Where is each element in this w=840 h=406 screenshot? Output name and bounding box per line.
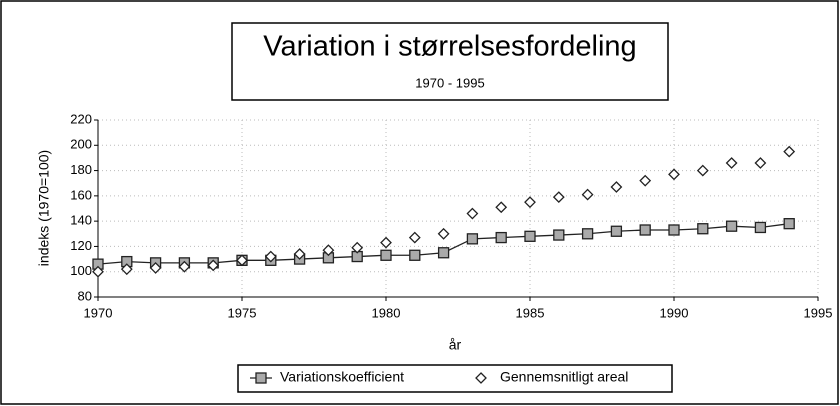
diamond-marker xyxy=(552,191,565,204)
square-marker xyxy=(409,249,421,261)
diamond-marker xyxy=(639,174,652,187)
y-tick-label: 120 xyxy=(70,238,92,253)
diamond-marker xyxy=(149,262,162,274)
diamond-marker xyxy=(437,227,450,240)
diamond-marker xyxy=(524,196,536,209)
square-marker xyxy=(553,229,565,241)
square-marker xyxy=(524,230,536,242)
square-marker xyxy=(495,231,507,244)
diamond-marker xyxy=(408,231,421,244)
square-marker xyxy=(255,372,267,384)
legend-label: Variationskoefficient xyxy=(280,369,404,385)
diamond-marker xyxy=(581,188,594,201)
y-axis-label: indeks (1970=100) xyxy=(36,150,52,266)
diamond-marker xyxy=(322,244,335,257)
square-marker xyxy=(610,225,623,237)
legend-label: Gennemsnitligt areal xyxy=(500,369,628,385)
chart-subtitle: 1970 - 1995 xyxy=(415,75,484,90)
diamond-marker xyxy=(264,250,277,263)
square-marker xyxy=(380,249,392,261)
square-marker xyxy=(466,233,479,245)
x-tick-label: 1995 xyxy=(804,305,833,320)
diamond-marker xyxy=(466,207,479,220)
square-marker xyxy=(697,223,709,235)
diamond-marker xyxy=(696,164,709,177)
diamond-marker xyxy=(92,265,104,278)
x-tick-label: 1975 xyxy=(228,305,257,320)
x-tick-label: 1990 xyxy=(660,305,689,320)
y-tick-label: 100 xyxy=(70,263,92,278)
square-marker xyxy=(725,220,738,232)
diamond-marker xyxy=(236,254,248,267)
diamond-marker xyxy=(725,157,738,169)
y-tick-label: 200 xyxy=(70,137,92,152)
diamond-marker xyxy=(178,260,191,273)
diamond-marker xyxy=(668,168,680,181)
x-tick-label: 1980 xyxy=(372,305,401,320)
x-tick-label: 1985 xyxy=(516,305,545,320)
y-tick-label: 140 xyxy=(70,213,92,228)
diamond-marker xyxy=(495,201,508,214)
square-marker xyxy=(668,224,680,236)
square-marker xyxy=(581,228,594,240)
diamond-marker xyxy=(207,259,220,272)
x-tick-label: 1970 xyxy=(84,305,113,320)
y-tick-label: 80 xyxy=(78,288,92,303)
diamond-marker xyxy=(120,263,133,276)
x-axis-label: år xyxy=(449,337,462,353)
square-marker xyxy=(783,218,795,230)
diamond-marker xyxy=(610,181,623,193)
square-marker xyxy=(437,247,450,259)
diamond-marker xyxy=(754,157,767,169)
y-tick-label: 220 xyxy=(70,111,92,126)
diamond-marker xyxy=(380,236,392,249)
diamond-marker xyxy=(783,145,796,158)
diamond-marker xyxy=(475,372,487,384)
chart-title: Variation i størrelsesfordeling xyxy=(263,31,636,63)
diamond-marker xyxy=(351,241,364,254)
diamond-marker xyxy=(293,248,306,260)
legend-box xyxy=(237,364,673,393)
y-tick-label: 180 xyxy=(70,162,92,177)
square-marker xyxy=(639,224,651,236)
title-box xyxy=(231,22,669,101)
y-tick-label: 160 xyxy=(70,187,92,202)
square-marker xyxy=(754,221,767,234)
